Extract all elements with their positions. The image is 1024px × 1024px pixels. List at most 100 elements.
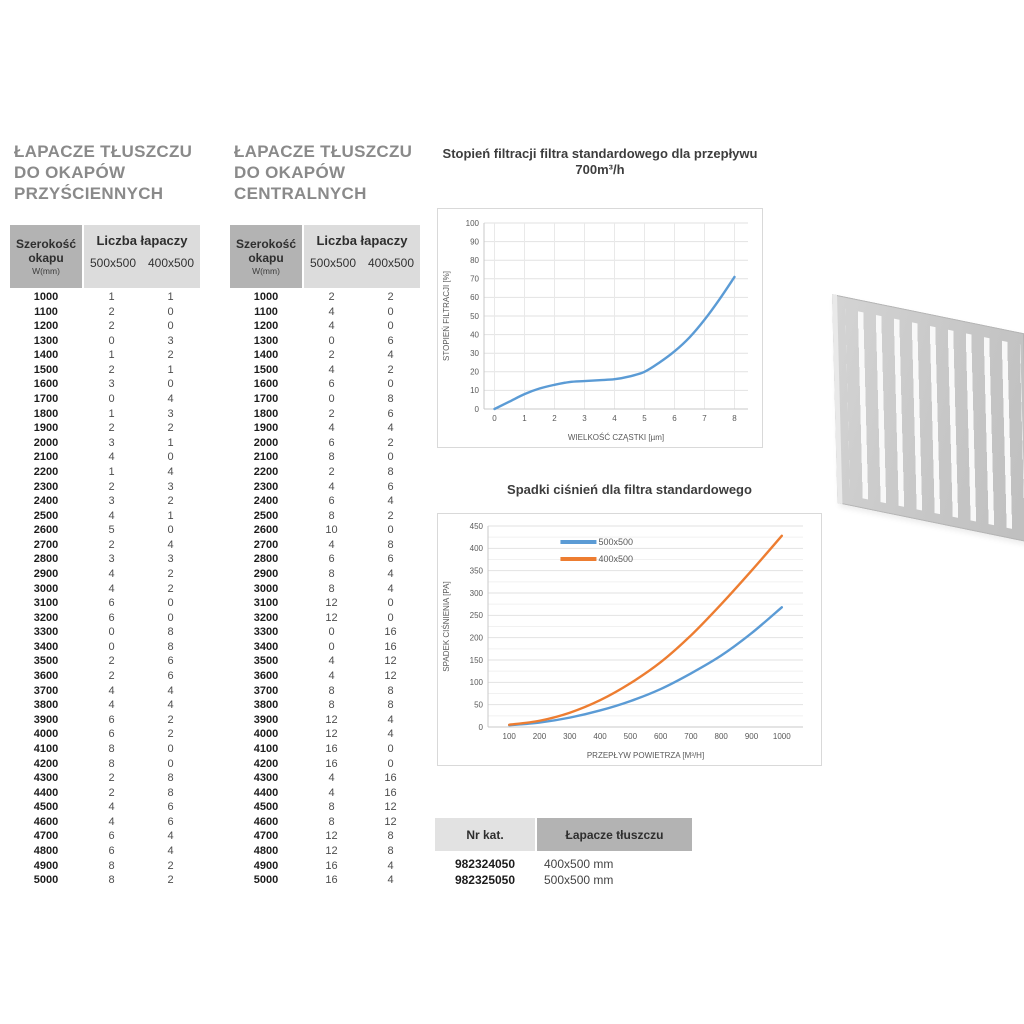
count-cell: 12 [384,815,397,828]
table-row: 3800 4 4 [10,698,200,713]
count-cell: 6 [167,801,174,814]
table-row: 1400 1 2 [10,348,200,363]
count-cell: 3 [108,495,115,508]
width-cell: 3100 [253,597,279,610]
table-row: 3300 0 8 [10,625,200,640]
count-cell: 0 [387,451,394,464]
width-cell: 2100 [33,451,59,464]
count-cell: 2 [108,655,115,668]
count-cell: 0 [328,334,335,347]
table-row: 2500 8 2 [230,509,420,524]
count-cell: 8 [108,742,115,755]
count-cell: 0 [167,611,174,624]
width-cell: 4200 [33,757,59,770]
table-row: 3700 8 8 [230,684,420,699]
table-row: 2400 3 2 [10,494,200,509]
x-tick-label: 1000 [773,732,791,741]
width-cell: 3300 [33,626,59,639]
table-row: 3500 4 12 [230,654,420,669]
x-tick-label: 600 [654,732,668,741]
subcol-500x500-label: 500x500 [309,256,357,270]
width-cell: 4700 [253,830,279,843]
count-cell: 4 [167,538,174,551]
count-cell: 12 [325,844,338,857]
width-cell: 3900 [253,713,279,726]
count-cell: 1 [167,509,174,522]
header-label: okapu [28,251,64,265]
count-cell: 1 [167,436,174,449]
group-header-label: Liczba łapaczy [316,233,408,248]
count-cell: 8 [328,699,335,712]
catalog-product-header: Łapacze tłuszczu [537,818,692,851]
table-row: 1300 0 3 [10,334,200,349]
table-row: 5000 16 4 [230,873,420,888]
count-cell: 4 [167,684,174,697]
count-cell: 8 [387,393,394,406]
table-row: 3100 12 0 [230,596,420,611]
count-cell: 0 [387,320,394,333]
width-cell: 2200 [33,465,59,478]
count-cell: 12 [384,670,397,683]
width-cell: 2300 [33,480,59,493]
count-cell: 16 [384,626,397,639]
width-cell: 4200 [253,757,279,770]
count-cell: 4 [387,349,394,362]
filtration-chart-block: Stopień filtracji filtra standardowego d… [437,146,763,448]
width-cell: 2400 [253,495,279,508]
count-cell: 0 [387,305,394,318]
width-cell: 4800 [253,844,279,857]
count-cell: 0 [328,626,335,639]
header-label: Szerokość [15,237,77,251]
count-cell: 0 [167,757,174,770]
table-row: 3400 0 16 [230,640,420,655]
count-cell: 4 [167,699,174,712]
count-cell: 4 [387,728,394,741]
table-row: 2800 6 6 [230,552,420,567]
count-cell: 4 [328,786,335,799]
width-cell: 5000 [33,874,59,887]
count-cell: 8 [387,465,394,478]
count-cell: 4 [387,713,394,726]
y-tick-label: 150 [470,656,484,665]
count-cell: 12 [325,830,338,843]
x-tick-label: 5 [642,414,647,423]
count-cell: 4 [108,684,115,697]
table-row: 3200 6 0 [10,611,200,626]
count-cell: 2 [108,786,115,799]
width-cell: 1800 [33,407,59,420]
count-columns-header: Liczba łapaczy 500x500 400x500 [304,225,420,288]
width-cell: 3900 [33,713,59,726]
y-tick-label: 50 [474,700,483,709]
table-row: 4500 4 6 [10,800,200,815]
width-cell: 2600 [253,524,279,537]
count-cell: 8 [328,509,335,522]
width-cell: 4000 [253,728,279,741]
count-cell: 12 [325,611,338,624]
y-tick-label: 30 [470,349,479,358]
table-row: 2300 2 3 [10,480,200,495]
table-row: 1400 2 4 [230,348,420,363]
width-cell: 2900 [253,567,279,580]
table-body: 1000 1 1 1100 2 0 1200 2 0 1300 0 3 1400 1 2 1500 2 1 1600… [10,290,200,888]
width-cell: 4400 [33,786,59,799]
table-row: 3400 0 8 [10,640,200,655]
count-cell: 2 [387,363,394,376]
count-cell: 6 [387,407,394,420]
width-cell: 4300 [33,772,59,785]
header-unit-label: W(mm) [32,266,60,276]
header-label: okapu [248,251,284,265]
table-row: 4700 12 8 [230,829,420,844]
x-tick-label: 500 [624,732,638,741]
count-cell: 0 [328,393,335,406]
count-cell: 0 [167,320,174,333]
count-cell: 4 [328,422,335,435]
count-cell: 6 [387,480,394,493]
count-cell: 2 [387,291,394,303]
width-cell: 3200 [253,611,279,624]
width-cell: 1200 [33,320,59,333]
table-row: 1300 0 6 [230,334,420,349]
y-tick-label: 60 [470,293,479,302]
width-cell: 4000 [33,728,59,741]
count-cell: 4 [387,582,394,595]
